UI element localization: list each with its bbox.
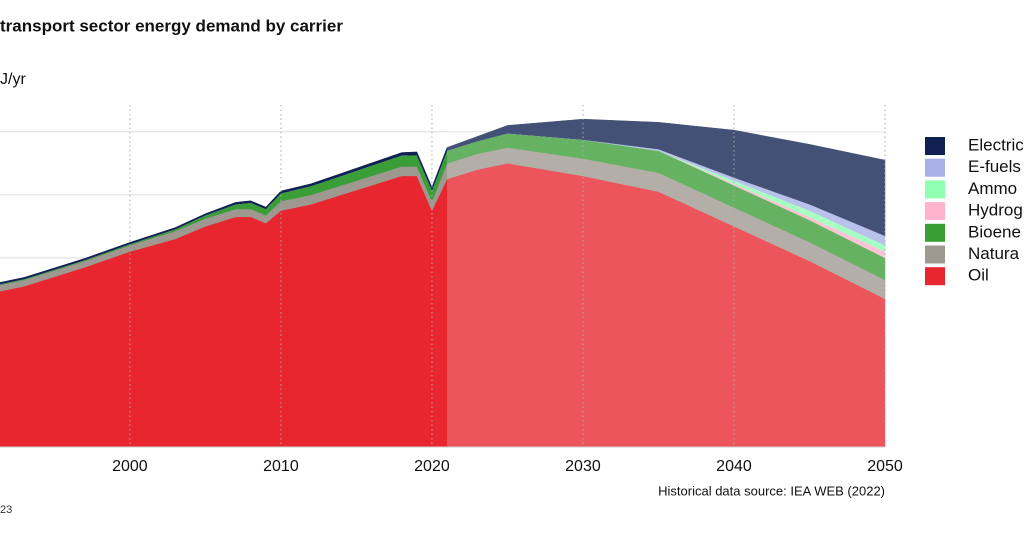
- chart-title: transport sector energy demand by carrie…: [0, 16, 343, 35]
- legend-label: Natura: [968, 244, 1020, 263]
- legend-label: Oil: [968, 266, 989, 285]
- legend-swatch: [925, 202, 945, 221]
- source-note: Historical data source: IEA WEB (2022): [658, 483, 885, 498]
- legend-swatch: [925, 267, 945, 286]
- x-tick-label: 2000: [112, 458, 148, 475]
- footnote: 23: [0, 504, 12, 516]
- legend-swatch: [925, 223, 945, 242]
- legend-swatch: [925, 245, 945, 264]
- legend-swatch: [925, 137, 945, 155]
- legend-swatch: [925, 180, 945, 199]
- legend-label: Hydrog: [968, 201, 1023, 220]
- legend-label: Electric: [968, 135, 1024, 154]
- y-axis-label: J/yr: [0, 71, 26, 88]
- legend-label: Ammo: [968, 179, 1017, 198]
- x-tick-label: 2050: [867, 458, 903, 475]
- x-tick-label: 2010: [263, 458, 299, 475]
- forecast-shade: [447, 0, 886, 448]
- x-tick-label: 2030: [565, 458, 601, 475]
- x-tick-label: 2020: [414, 458, 450, 475]
- legend-label: Bioene: [968, 222, 1021, 241]
- x-tick-label: 2040: [716, 458, 752, 475]
- areas: [0, 0, 886, 448]
- legend-swatch: [925, 158, 945, 177]
- legend-label: E-fuels: [968, 157, 1021, 176]
